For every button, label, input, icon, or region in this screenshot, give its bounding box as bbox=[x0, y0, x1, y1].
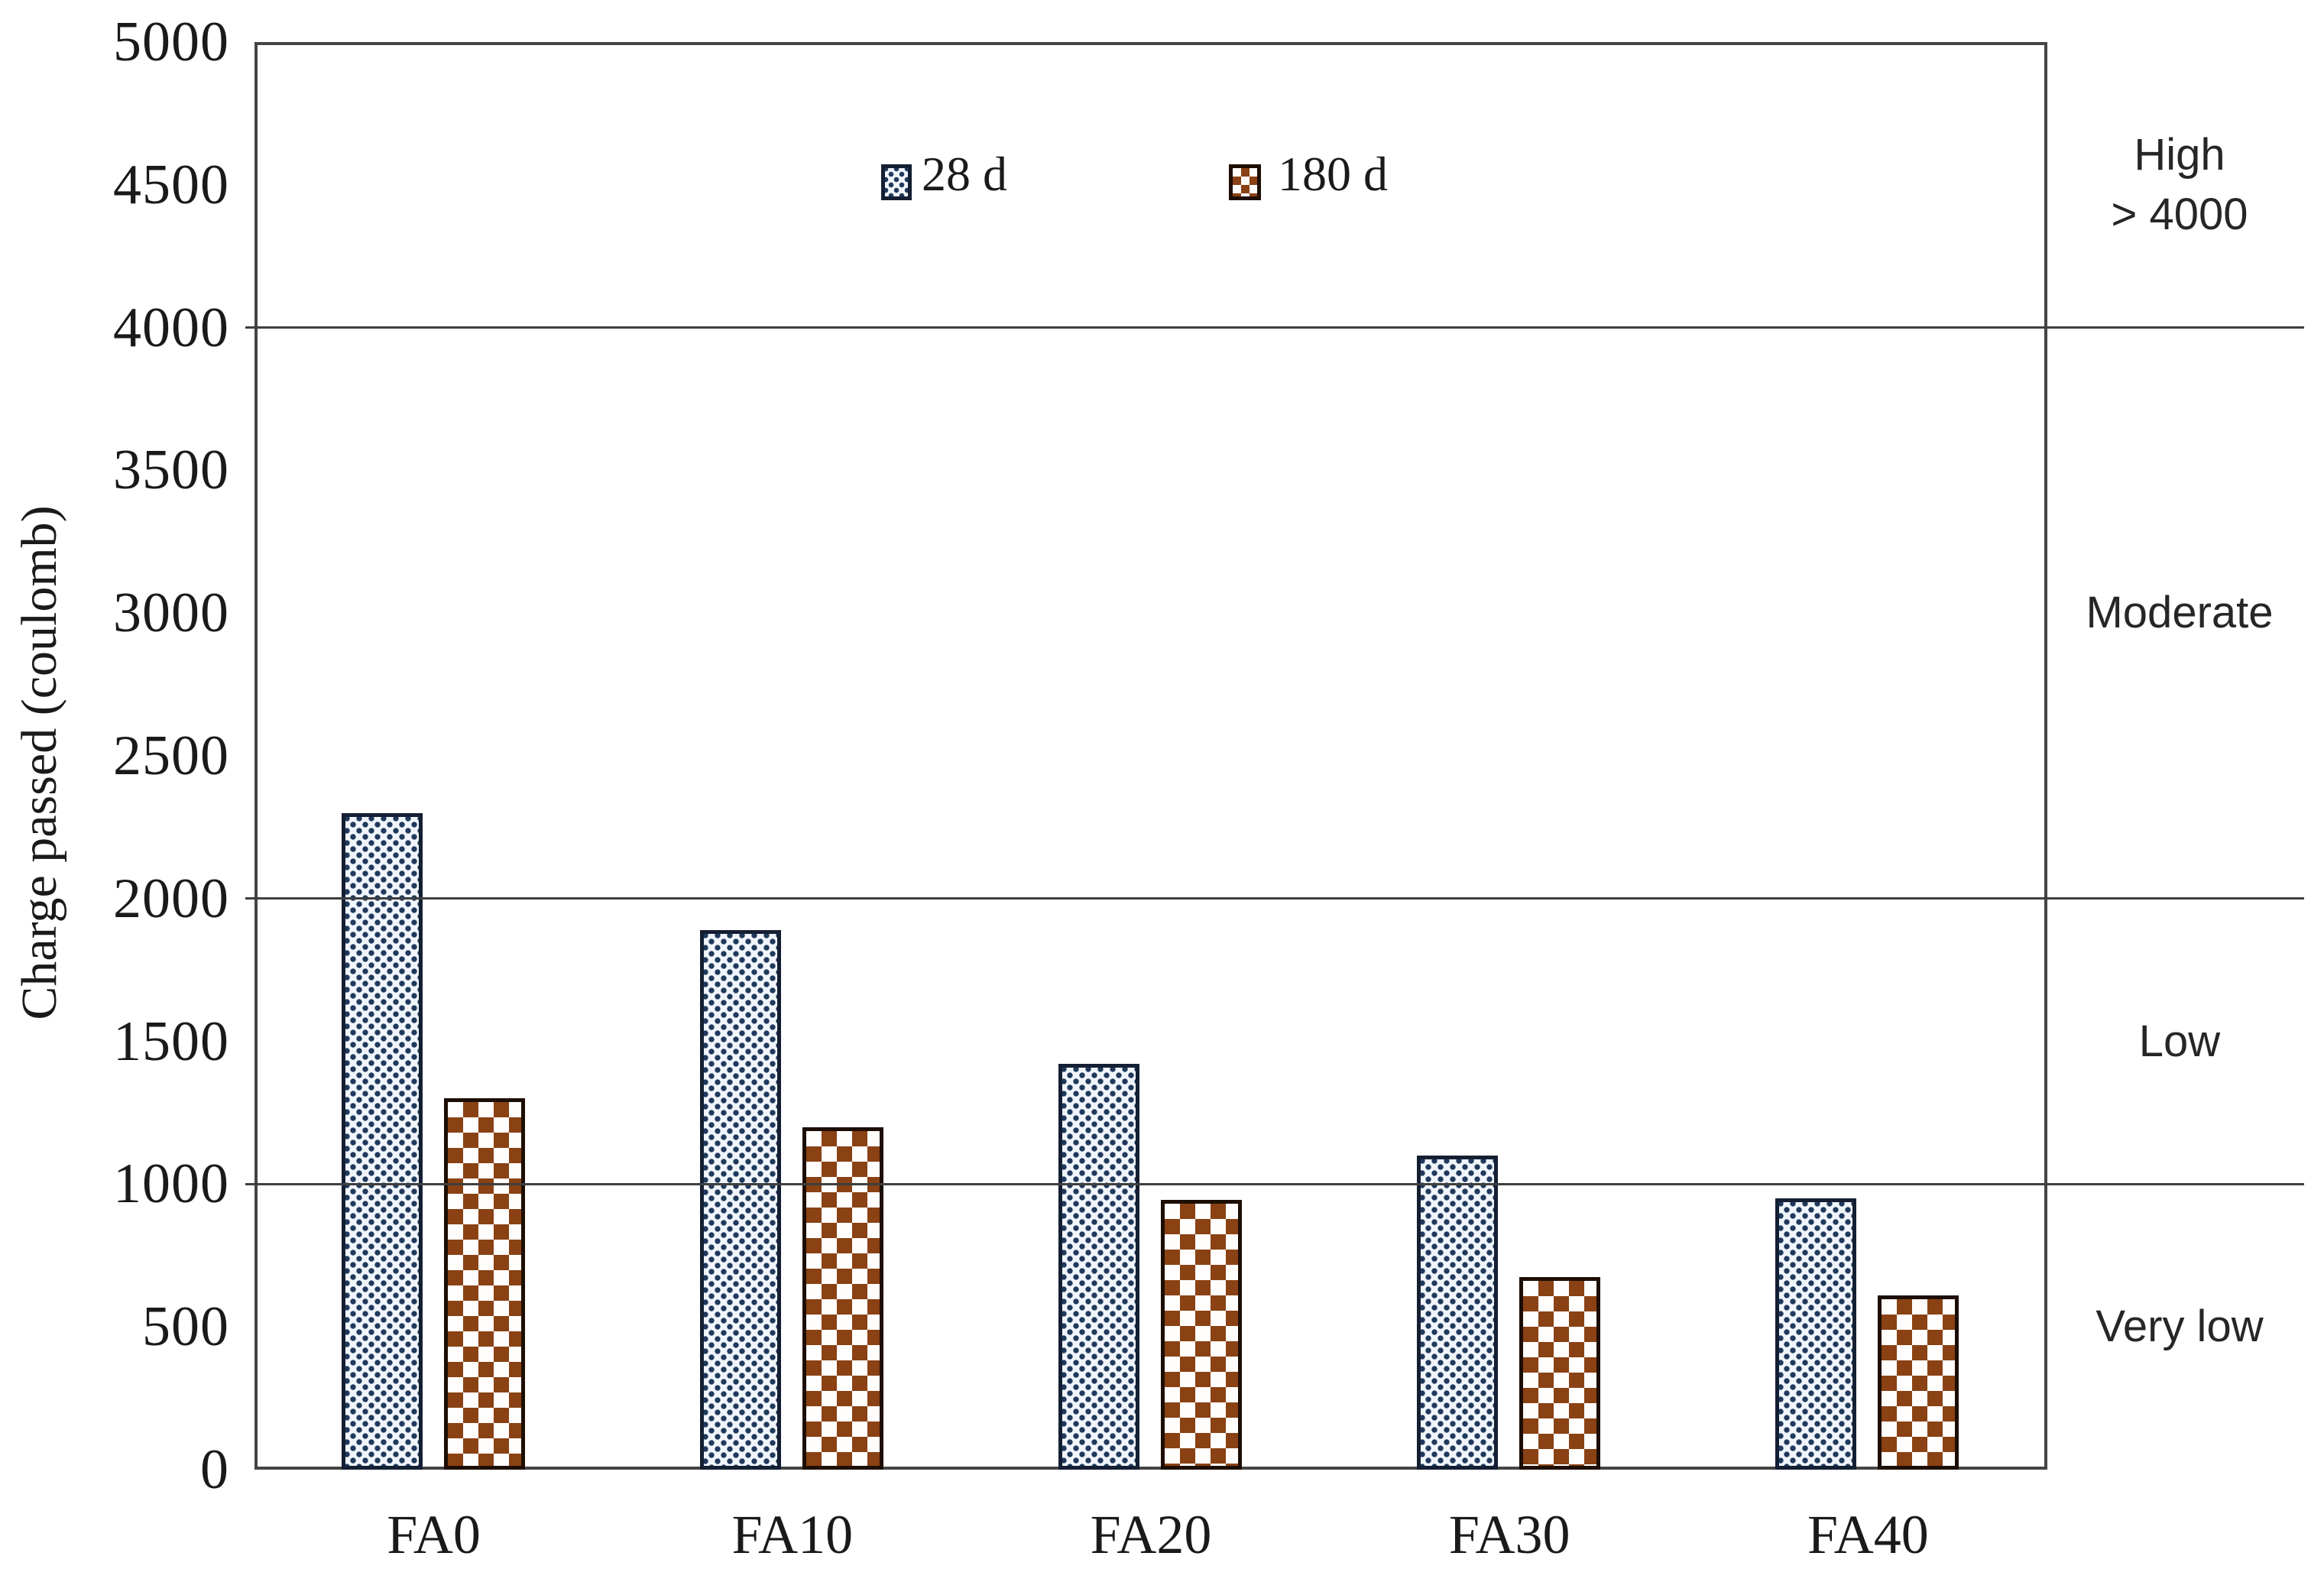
y-tick-label-4000: 4000 bbox=[113, 296, 229, 359]
x-tick-label-FA20: FA20 bbox=[1090, 1504, 1212, 1565]
gridline-2000 bbox=[245, 897, 2304, 900]
band-label-moderate: Moderate bbox=[2050, 583, 2309, 643]
gridline-1000 bbox=[245, 1182, 2304, 1185]
y-tick-label-500: 500 bbox=[142, 1295, 229, 1359]
bar-28d-FA30 bbox=[1417, 1156, 1499, 1470]
bar-180d-FA10 bbox=[802, 1127, 883, 1470]
band-threshold-text: > 4000 bbox=[2111, 189, 2248, 239]
band-label-text: Low bbox=[2138, 1016, 2221, 1066]
y-tick-label-4500: 4500 bbox=[113, 153, 229, 216]
bar-28d-FA10 bbox=[699, 929, 781, 1470]
x-tick-label-FA10: FA10 bbox=[731, 1504, 854, 1565]
legend-label-180d: 180 d bbox=[1278, 147, 1388, 201]
bar-28d-FA40 bbox=[1775, 1198, 1857, 1470]
bar-28d-FA0 bbox=[341, 812, 423, 1470]
y-tick-label-2000: 2000 bbox=[113, 867, 229, 930]
y-tick-label-0: 0 bbox=[200, 1438, 229, 1501]
y-tick-label-2500: 2500 bbox=[113, 725, 229, 787]
legend-swatch-180d-icon bbox=[1229, 164, 1261, 200]
legend-swatch-28d-icon bbox=[881, 164, 912, 200]
y-tick-label-1500: 1500 bbox=[113, 1010, 229, 1073]
y-tick-label-1000: 1000 bbox=[113, 1152, 229, 1216]
band-label-text: Very low bbox=[2095, 1302, 2264, 1352]
bar-180d-FA0 bbox=[443, 1098, 525, 1470]
band-label-very-low: Very low bbox=[2050, 1297, 2309, 1357]
legend-label-28d: 28 d bbox=[922, 147, 1007, 201]
y-tick-label-3000: 3000 bbox=[113, 582, 229, 645]
y-tick-label-5000: 5000 bbox=[113, 11, 229, 73]
bar-28d-FA20 bbox=[1058, 1064, 1139, 1470]
bar-180d-FA20 bbox=[1161, 1199, 1242, 1470]
x-tick-label-FA40: FA40 bbox=[1807, 1504, 1929, 1565]
band-label-high: High > 4000 bbox=[2050, 125, 2309, 245]
band-label-text: Moderate bbox=[2086, 588, 2274, 638]
band-label-text: High bbox=[2134, 129, 2225, 180]
bar-180d-FA30 bbox=[1519, 1276, 1601, 1470]
band-label-low: Low bbox=[2050, 1012, 2309, 1071]
gridline-4000 bbox=[245, 326, 2304, 329]
bar-180d-FA40 bbox=[1878, 1295, 1959, 1470]
plot-area bbox=[254, 42, 2047, 1470]
x-tick-label-FA30: FA30 bbox=[1448, 1504, 1570, 1565]
x-tick-label-FA0: FA0 bbox=[387, 1504, 481, 1565]
y-tick-label-3500: 3500 bbox=[113, 439, 229, 502]
